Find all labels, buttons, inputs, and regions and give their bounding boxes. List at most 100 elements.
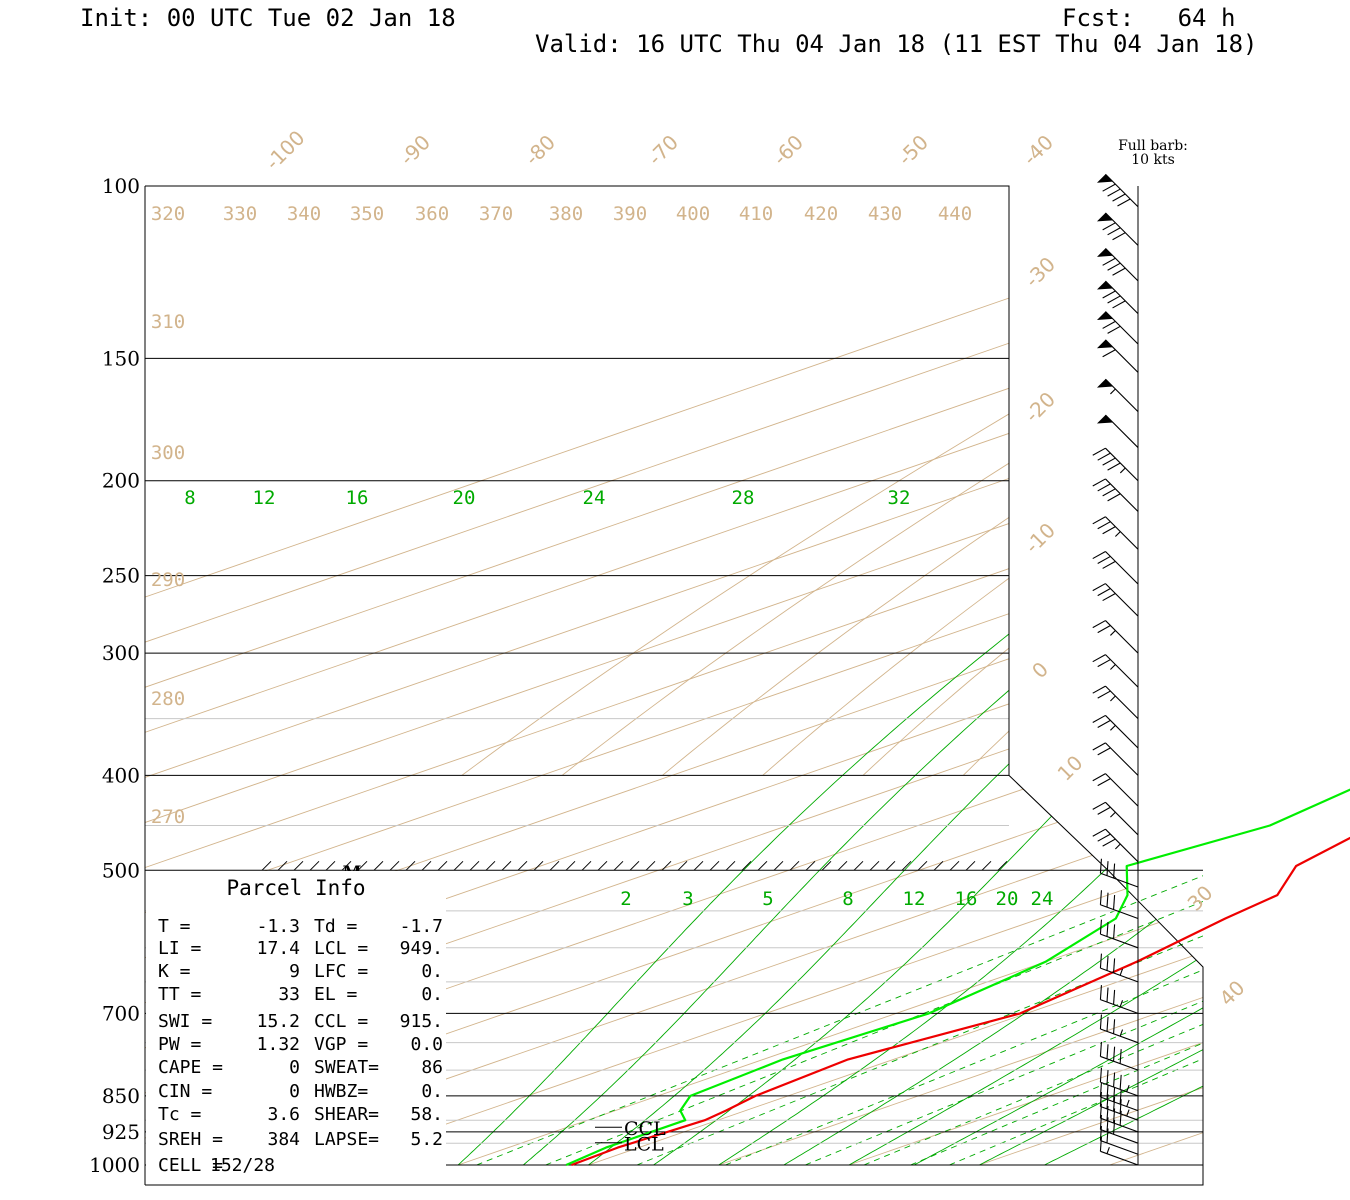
hatch	[389, 860, 400, 871]
barb-full	[1106, 1106, 1109, 1121]
barb-full	[1106, 1084, 1109, 1100]
barb-full	[1092, 828, 1106, 837]
isotherm-label: -70	[643, 130, 683, 170]
mixing-ratio-label: 12	[903, 888, 926, 910]
barb-staff	[1105, 280, 1139, 314]
barb-staff	[1105, 620, 1139, 654]
parcel-key: TT =	[158, 984, 202, 1005]
barb-flag	[1096, 281, 1113, 290]
barb-half	[1119, 1000, 1124, 1008]
pressure-label: 150	[102, 346, 140, 370]
hatch	[869, 860, 880, 871]
barb-full	[1092, 478, 1106, 487]
barb-flag	[1096, 248, 1113, 257]
barb-full	[1102, 290, 1116, 299]
pressure-label: 250	[102, 564, 140, 588]
parcel-key: CAPE =	[158, 1057, 223, 1078]
wind-barb	[1096, 414, 1139, 448]
hatch	[581, 860, 592, 871]
parcel-value: 0.	[421, 984, 443, 1005]
isotherm-label: 0	[1027, 657, 1053, 683]
wind-barbs	[1092, 173, 1139, 1166]
theta-label: 440	[938, 203, 972, 225]
barb-full	[1107, 462, 1121, 471]
parcel-value: 0	[289, 1081, 300, 1102]
mixing-ratio-label: 24	[1031, 888, 1054, 910]
pressure-label: 1000	[89, 1153, 140, 1177]
barb-full	[1097, 778, 1111, 787]
theta-label: 360	[415, 203, 449, 225]
dry-adiabat	[662, 516, 1009, 775]
wind-barb	[1099, 890, 1139, 919]
barb-staff	[1100, 1055, 1139, 1071]
barb-half	[1119, 968, 1124, 976]
parcel-value: 58.	[410, 1104, 443, 1125]
dry-adiabat	[1329, 186, 1350, 1165]
hatch	[901, 860, 912, 871]
barb-full	[1102, 526, 1116, 535]
pressure-label: 100	[102, 174, 140, 198]
hatch	[277, 860, 288, 871]
barb-full	[1099, 985, 1102, 1000]
barb-full	[1099, 1136, 1102, 1152]
barb-full	[1119, 1049, 1122, 1064]
hatch	[997, 860, 1008, 871]
hatch	[837, 860, 848, 871]
moist-adiabat	[523, 263, 1203, 1166]
chart-outline	[145, 185, 1204, 1186]
wind-barb	[1092, 828, 1139, 863]
parcel-value: -1.3	[257, 916, 300, 937]
wind-barb	[1099, 1125, 1139, 1155]
barb-staff	[1105, 828, 1139, 863]
barb-flag	[1096, 212, 1113, 222]
hatch	[485, 860, 496, 871]
barb-staff	[1105, 378, 1139, 412]
barb-full	[1097, 690, 1111, 699]
barb-full	[1102, 838, 1116, 847]
barb-full	[1099, 953, 1102, 969]
barb-full	[1099, 890, 1102, 905]
parcel-key: SWI =	[158, 1011, 212, 1032]
barb-staff	[1105, 773, 1139, 807]
isotherm-line	[145, 186, 1203, 1166]
wind-barb	[1096, 173, 1139, 208]
theta-label: 400	[676, 203, 710, 225]
parcel-value: 86	[421, 1057, 443, 1078]
parcel-value: 915.	[400, 1011, 443, 1032]
hatch	[757, 860, 768, 871]
hatch	[645, 860, 656, 871]
barb-full	[1107, 325, 1121, 334]
parcel-value: 15.2	[257, 1011, 300, 1032]
isotherm-line	[145, 186, 1203, 1166]
mixing-ratio-label: 20	[996, 888, 1019, 910]
wind-barb	[1096, 280, 1139, 314]
barb-full	[1113, 1119, 1116, 1135]
barb-staff	[1105, 212, 1139, 246]
parcel-key: K =	[158, 961, 191, 982]
isotherm-label: -10	[1020, 518, 1060, 558]
barb-full	[1097, 555, 1111, 564]
barb-full	[1097, 833, 1111, 842]
barb-full	[1092, 685, 1106, 694]
barb-full	[1106, 1016, 1109, 1032]
barb-full	[1106, 892, 1109, 908]
hatch	[469, 860, 480, 871]
hatch	[677, 860, 688, 871]
isotherm-line	[457, 186, 1203, 1166]
parcel-key: SREH =	[158, 1129, 223, 1150]
isotherm-label: -80	[520, 130, 560, 170]
parcel-key: HWBZ=	[314, 1081, 368, 1102]
theta-label: 390	[613, 203, 647, 225]
moist-adiabat	[979, 263, 1203, 1166]
isotherm-line	[1109, 186, 1203, 1166]
mixing-ratio-label: 8	[842, 888, 853, 910]
hatch	[261, 860, 272, 871]
hatch	[917, 860, 928, 871]
theta-label: 350	[350, 203, 384, 225]
theta-label: 310	[151, 311, 185, 333]
parcel-info-box: Parcel Info T = -1.3 Td = -1.7 LI = 17.4 LCL = 9…	[146, 871, 446, 1184]
hatch	[565, 860, 576, 871]
isotherm-label: 10	[1053, 751, 1088, 786]
barb-full	[1102, 257, 1116, 266]
